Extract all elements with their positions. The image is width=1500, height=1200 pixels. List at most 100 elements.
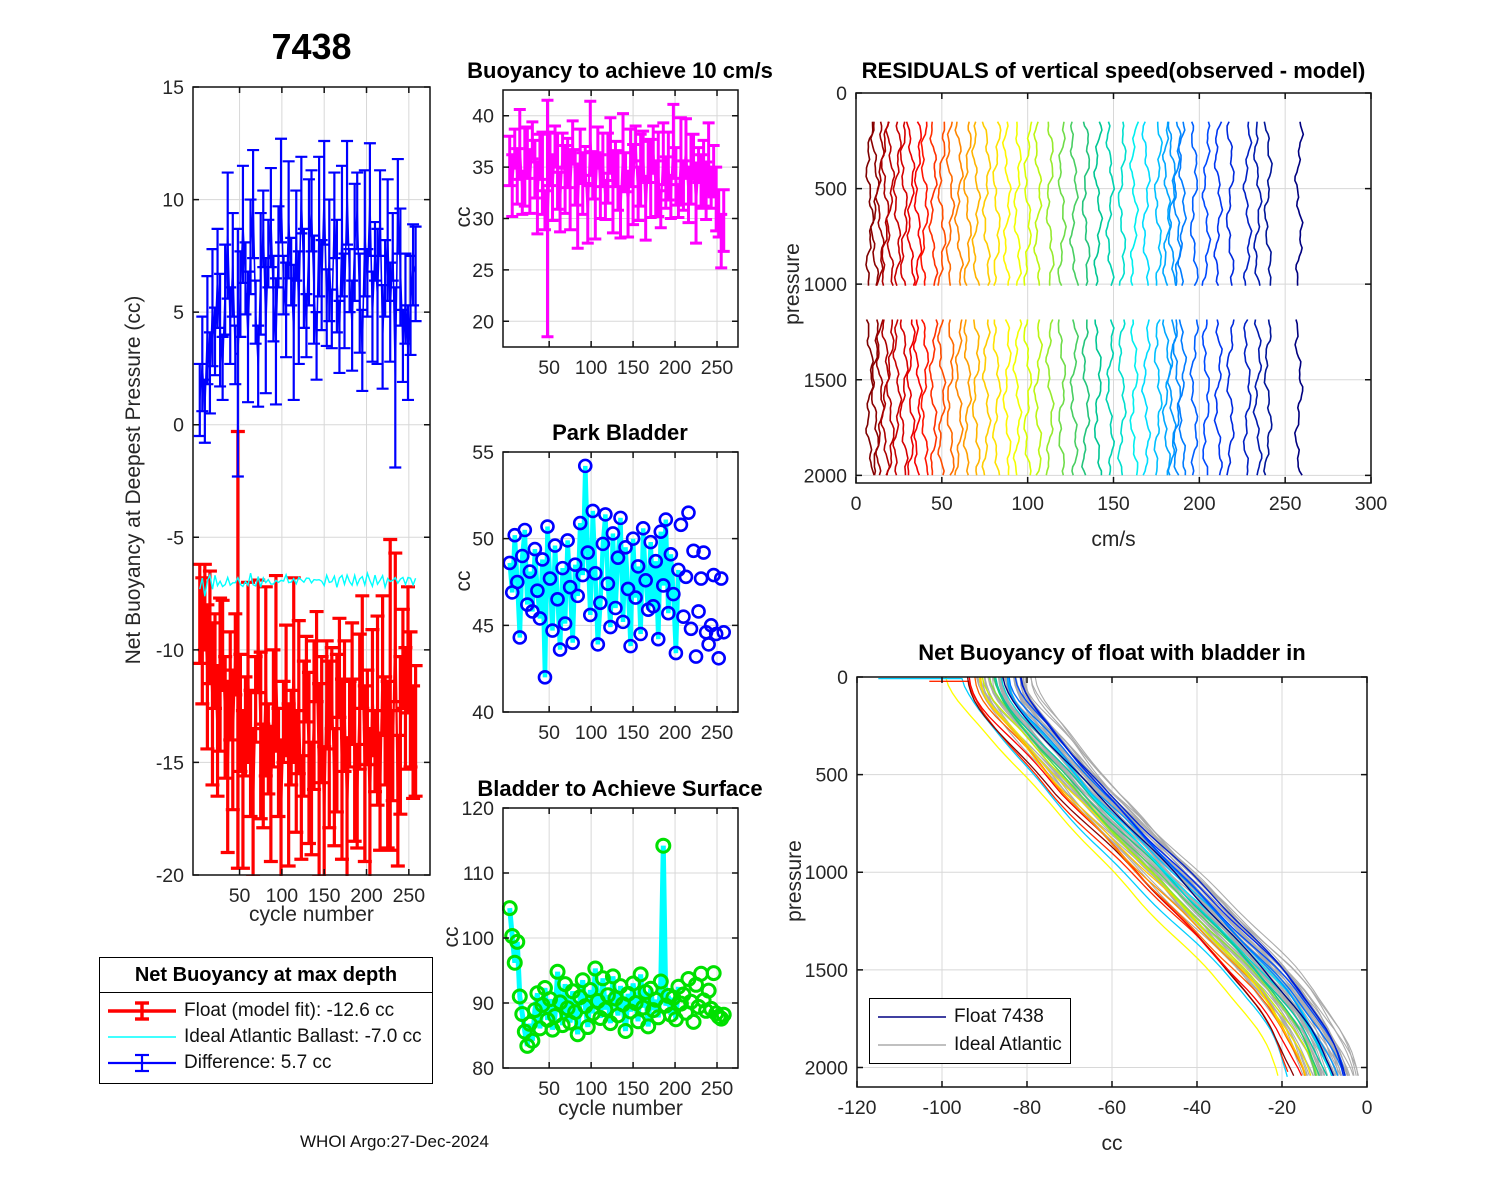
xlabel-cc-net: cc bbox=[1101, 1132, 1123, 1155]
legend-sample-blue-errorbar bbox=[108, 1053, 176, 1073]
svg-text:150: 150 bbox=[617, 722, 650, 744]
svg-text:500: 500 bbox=[815, 765, 848, 787]
svg-text:40: 40 bbox=[472, 702, 494, 724]
svg-text:100: 100 bbox=[575, 722, 608, 744]
legend-sample-gray-line bbox=[878, 1044, 946, 1046]
svg-text:1500: 1500 bbox=[805, 960, 849, 982]
legend-sample-cyan-line bbox=[108, 1036, 176, 1038]
legend-label: Difference: 5.7 cc bbox=[184, 1052, 332, 1073]
svg-text:2000: 2000 bbox=[804, 465, 848, 487]
svg-text:-20: -20 bbox=[156, 865, 184, 887]
svg-text:150: 150 bbox=[617, 357, 650, 379]
svg-text:50: 50 bbox=[472, 529, 494, 551]
svg-text:0: 0 bbox=[173, 415, 184, 437]
legend-item-ideal-atlantic: Ideal Atlantic Ballast: -7.0 cc bbox=[100, 1024, 432, 1050]
svg-text:0: 0 bbox=[1362, 1097, 1373, 1119]
svg-text:250: 250 bbox=[701, 722, 734, 744]
svg-text:50: 50 bbox=[229, 885, 251, 907]
legend-net-buoyancy-max-depth: Net Buoyancy at max depth Float (model f… bbox=[99, 957, 433, 1084]
plot-title-main: 7438 bbox=[271, 26, 352, 67]
svg-text:150: 150 bbox=[1097, 493, 1130, 515]
svg-text:20: 20 bbox=[472, 311, 494, 333]
plot-title-net-buoyancy: Net Buoyancy of float with bladder in bbox=[918, 640, 1306, 665]
svg-text:30: 30 bbox=[472, 209, 494, 231]
svg-text:200: 200 bbox=[350, 885, 383, 907]
svg-text:120: 120 bbox=[461, 798, 494, 820]
svg-text:-40: -40 bbox=[1183, 1097, 1211, 1119]
legend-title: Net Buoyancy at max depth bbox=[100, 958, 432, 993]
svg-text:25: 25 bbox=[472, 260, 494, 282]
svg-text:200: 200 bbox=[659, 357, 692, 379]
svg-text:150: 150 bbox=[617, 1078, 650, 1100]
svg-text:100: 100 bbox=[575, 357, 608, 379]
legend-label: Ideal Atlantic bbox=[954, 1034, 1062, 1055]
footer-credit: WHOI Argo:27-Dec-2024 bbox=[300, 1132, 489, 1151]
legend-label: Ideal Atlantic Ballast: -7.0 cc bbox=[184, 1026, 422, 1047]
svg-text:150: 150 bbox=[308, 885, 341, 907]
ylabel-cc-3: cc bbox=[440, 926, 463, 948]
legend-label: Float 7438 bbox=[954, 1006, 1044, 1027]
legend-item-ideal-atlantic-line: Ideal Atlantic bbox=[870, 1031, 1070, 1059]
svg-text:1000: 1000 bbox=[805, 862, 849, 884]
svg-text:35: 35 bbox=[472, 157, 494, 179]
svg-text:50: 50 bbox=[931, 493, 953, 515]
svg-text:0: 0 bbox=[837, 667, 848, 689]
svg-text:0: 0 bbox=[851, 493, 862, 515]
svg-text:200: 200 bbox=[659, 722, 692, 744]
svg-text:50: 50 bbox=[538, 357, 560, 379]
plot-title-residuals: RESIDUALS of vertical speed(observed - m… bbox=[861, 58, 1366, 83]
svg-text:-80: -80 bbox=[1013, 1097, 1041, 1119]
legend-label: Float (model fit): -12.6 cc bbox=[184, 1000, 395, 1021]
svg-text:90: 90 bbox=[472, 993, 494, 1015]
svg-text:45: 45 bbox=[472, 615, 494, 637]
xlabel-cms: cm/s bbox=[1091, 528, 1136, 551]
svg-text:50: 50 bbox=[538, 1078, 560, 1100]
svg-text:110: 110 bbox=[463, 863, 494, 885]
legend-item-float-model-fit: Float (model fit): -12.6 cc bbox=[100, 998, 432, 1024]
legend-sample-red-errorbar bbox=[108, 1001, 176, 1021]
legend-float-7438: Float 7438 Ideal Atlantic bbox=[869, 998, 1071, 1064]
svg-text:-120: -120 bbox=[837, 1097, 876, 1119]
svg-text:-100: -100 bbox=[922, 1097, 961, 1119]
svg-text:5: 5 bbox=[173, 302, 184, 324]
svg-text:200: 200 bbox=[1183, 493, 1216, 515]
svg-text:-5: -5 bbox=[167, 527, 184, 549]
svg-text:250: 250 bbox=[701, 1078, 734, 1100]
svg-text:10: 10 bbox=[162, 190, 184, 212]
svg-text:250: 250 bbox=[1269, 493, 1302, 515]
svg-text:40: 40 bbox=[472, 106, 494, 128]
svg-text:-15: -15 bbox=[156, 752, 184, 774]
legend-item-float-7438: Float 7438 bbox=[870, 1003, 1070, 1031]
svg-text:50: 50 bbox=[538, 722, 560, 744]
plot-title-buoyancy-10cms: Buoyancy to achieve 10 cm/s bbox=[467, 58, 773, 83]
svg-text:15: 15 bbox=[162, 77, 184, 99]
legend-sample-navy-line bbox=[878, 1016, 946, 1018]
svg-text:300: 300 bbox=[1355, 493, 1388, 515]
svg-text:250: 250 bbox=[393, 885, 426, 907]
svg-text:200: 200 bbox=[659, 1078, 692, 1100]
svg-text:2000: 2000 bbox=[805, 1057, 849, 1079]
svg-text:80: 80 bbox=[472, 1058, 494, 1080]
xlabel-cycle-number-surface: cycle number bbox=[558, 1097, 683, 1120]
ylabel-net-buoyancy: Net Buoyancy at Deepest Pressure (cc) bbox=[122, 295, 145, 665]
svg-text:1500: 1500 bbox=[804, 370, 848, 392]
ylabel-pressure-net: pressure bbox=[783, 840, 806, 922]
legend-item-difference: Difference: 5.7 cc bbox=[100, 1050, 432, 1076]
svg-text:500: 500 bbox=[814, 179, 847, 201]
svg-text:100: 100 bbox=[266, 885, 299, 907]
svg-text:-10: -10 bbox=[156, 640, 184, 662]
svg-text:0: 0 bbox=[836, 83, 847, 105]
svg-text:1000: 1000 bbox=[804, 274, 848, 296]
xlabel-cycle-number-left: cycle number bbox=[249, 903, 374, 926]
svg-text:250: 250 bbox=[701, 357, 734, 379]
svg-text:-20: -20 bbox=[1268, 1097, 1296, 1119]
svg-text:100: 100 bbox=[461, 928, 494, 950]
svg-text:55: 55 bbox=[472, 442, 494, 464]
plot-title-park-bladder: Park Bladder bbox=[552, 420, 688, 445]
plot-title-bladder-surface: Bladder to Achieve Surface bbox=[477, 776, 763, 801]
svg-text:100: 100 bbox=[575, 1078, 608, 1100]
svg-text:-60: -60 bbox=[1098, 1097, 1126, 1119]
svg-text:100: 100 bbox=[1011, 493, 1044, 515]
